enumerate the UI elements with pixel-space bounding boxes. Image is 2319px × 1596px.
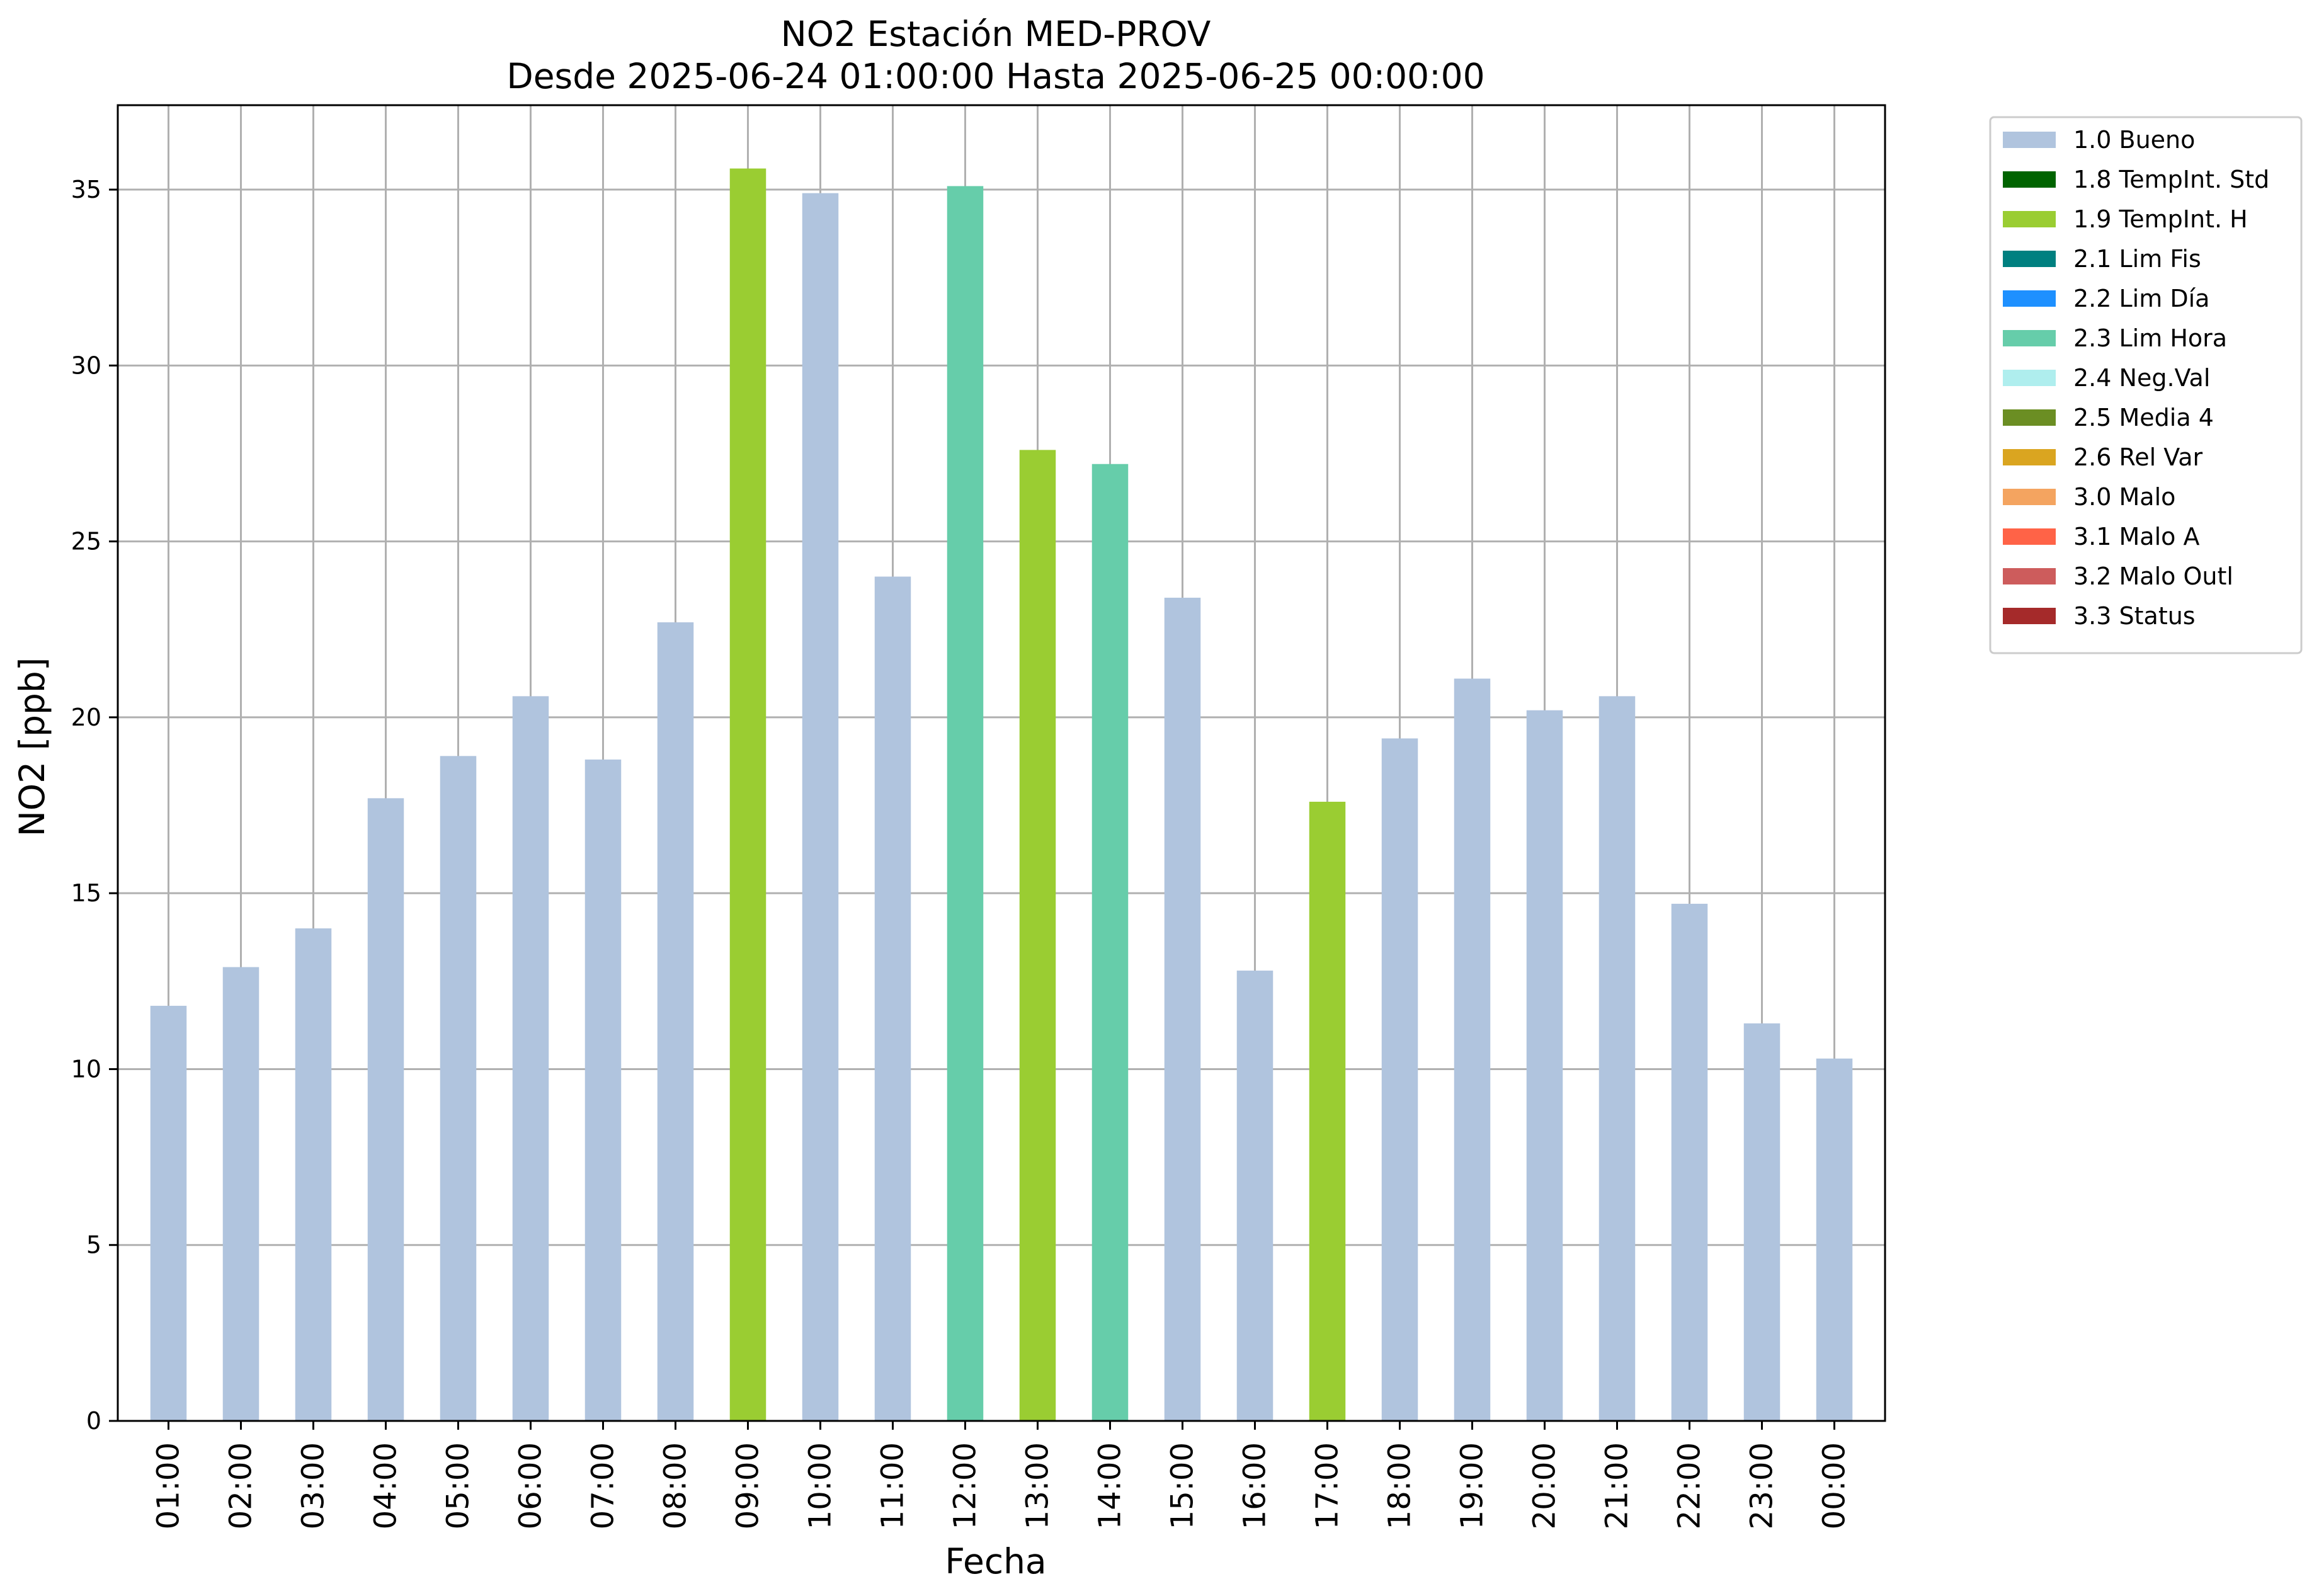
legend-label: 2.3 Lim Hora — [2073, 324, 2227, 352]
x-tick-label: 20:00 — [1527, 1442, 1563, 1529]
legend-swatch — [2003, 528, 2056, 545]
bar-1700 — [1309, 801, 1346, 1421]
legend-swatch — [2003, 290, 2056, 307]
legend-box — [1989, 116, 2303, 654]
legend-label: 1.9 TempInt. H — [2073, 205, 2248, 233]
legend-label: 2.6 Rel Var — [2073, 443, 2203, 471]
legend-label: 1.8 TempInt. Std — [2073, 166, 2269, 193]
y-tick-label: 35 — [71, 176, 101, 203]
bars-layer — [150, 168, 1853, 1422]
y-axis: 0 5 10 15 20 25 30 35 — [71, 176, 118, 1435]
bar-1500 — [1164, 597, 1201, 1421]
y-axis-label: NO2 [ppb] — [12, 658, 52, 837]
y-tick-label: 10 — [71, 1055, 101, 1083]
x-tick-label: 15:00 — [1165, 1442, 1200, 1529]
bar-0100 — [150, 1005, 187, 1421]
x-tick-label: 23:00 — [1745, 1442, 1780, 1529]
x-tick-label: 04:00 — [368, 1442, 404, 1529]
legend-swatch — [2003, 409, 2056, 426]
x-tick-label: 11:00 — [875, 1442, 911, 1529]
bar-2000 — [1526, 710, 1563, 1421]
legend-swatch — [2003, 449, 2056, 465]
bar-0600 — [512, 696, 549, 1421]
x-axis: 01:00 02:00 03:00 04:00 05:00 06:00 07:00 08:00… — [151, 1421, 1852, 1529]
x-tick-label: 08:00 — [658, 1442, 693, 1529]
legend-label: 1.0 Bueno — [2073, 126, 2195, 154]
x-tick-label: 12:00 — [948, 1442, 983, 1529]
legend-swatch — [2003, 132, 2056, 148]
legend-label: 2.2 Lim Día — [2073, 285, 2209, 312]
legend-label: 2.4 Neg.Val — [2073, 364, 2210, 392]
legend-swatch — [2003, 171, 2056, 188]
x-tick-label: 03:00 — [296, 1442, 331, 1529]
chart-subtitle: Desde 2025-06-24 01:00:00 Hasta 2025-06-… — [506, 56, 1484, 96]
x-tick-label: 02:00 — [224, 1442, 259, 1529]
legend-swatch — [2003, 330, 2056, 346]
legend-label: 2.5 Media 4 — [2073, 404, 2214, 431]
bar-0000 — [1816, 1058, 1853, 1421]
bar-2300 — [1743, 1023, 1781, 1421]
x-tick-label: 21:00 — [1600, 1442, 1635, 1529]
y-tick-label: 30 — [71, 351, 101, 379]
x-tick-label: 10:00 — [803, 1442, 838, 1529]
axes-frame — [117, 104, 1886, 1422]
legend-swatch — [2003, 608, 2056, 624]
x-tick-label: 00:00 — [1817, 1442, 1852, 1529]
bar-1000 — [802, 193, 839, 1421]
legend-swatch — [2003, 370, 2056, 386]
y-tick-label: 5 — [86, 1231, 101, 1259]
y-tick-label: 15 — [71, 879, 101, 907]
x-tick-label: 14:00 — [1093, 1442, 1128, 1529]
legend-label: 3.2 Malo Outl — [2073, 562, 2233, 590]
bar-0500 — [440, 756, 477, 1421]
legend-label: 3.1 Malo A — [2073, 523, 2199, 550]
bar-0200 — [222, 967, 259, 1421]
bar-1900 — [1454, 678, 1491, 1421]
bar-1300 — [1019, 450, 1056, 1421]
bar-2200 — [1671, 903, 1708, 1421]
legend-label: 2.1 Lim Fis — [2073, 245, 2201, 273]
y-tick-label: 20 — [71, 704, 101, 731]
bar-0300 — [295, 928, 332, 1421]
legend-label: 3.3 Status — [2073, 602, 2196, 630]
y-tick-label: 0 — [86, 1407, 101, 1435]
bar-1600 — [1236, 971, 1273, 1421]
x-axis-label: Fecha — [945, 1541, 1046, 1582]
x-tick-label: 09:00 — [731, 1442, 766, 1529]
bar-1400 — [1091, 464, 1129, 1421]
legend-swatch — [2003, 489, 2056, 505]
chart-title: NO2 Estación MED-PROV — [781, 14, 1211, 54]
bar-2100 — [1598, 696, 1636, 1421]
legend: 1.0 Bueno 1.8 TempInt. Std 1.9 TempInt. H 2… — [1989, 116, 2303, 654]
x-tick-label: 17:00 — [1310, 1442, 1345, 1529]
x-tick-label: 06:00 — [513, 1442, 549, 1529]
bar-0700 — [584, 759, 622, 1421]
x-tick-label: 22:00 — [1672, 1442, 1707, 1529]
legend-swatch — [2003, 211, 2056, 227]
x-tick-label: 16:00 — [1238, 1442, 1273, 1529]
bar-1800 — [1381, 738, 1418, 1421]
bar-0800 — [657, 622, 694, 1421]
x-tick-label: 13:00 — [1020, 1442, 1056, 1529]
x-tick-label: 05:00 — [441, 1442, 476, 1529]
x-tick-label: 18:00 — [1382, 1442, 1418, 1529]
legend-label: 3.0 Malo — [2073, 483, 2175, 511]
x-tick-label: 19:00 — [1455, 1442, 1490, 1529]
y-tick-label: 25 — [71, 528, 101, 556]
bar-0900 — [729, 168, 766, 1422]
bar-1200 — [947, 186, 984, 1422]
legend-swatch — [2003, 568, 2056, 584]
bar-0400 — [367, 798, 404, 1421]
x-tick-label: 01:00 — [151, 1442, 186, 1529]
bar-1100 — [874, 576, 911, 1421]
x-tick-label: 07:00 — [586, 1442, 621, 1529]
legend-swatch — [2003, 251, 2056, 267]
